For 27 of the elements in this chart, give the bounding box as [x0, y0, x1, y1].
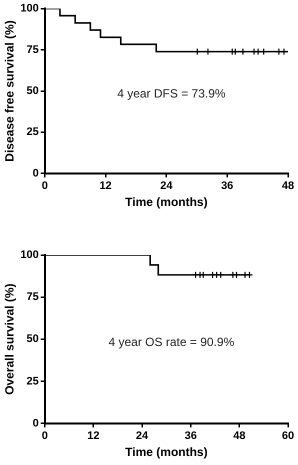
y-tick-label: 75	[26, 44, 39, 56]
y-tick-label: 0	[32, 417, 39, 430]
y-tick-label: 0	[32, 167, 39, 180]
annotation: 4 year DFS = 73.9%	[117, 86, 226, 101]
x-tick-label: 0	[42, 180, 48, 192]
y-axis-title: Disease free survival (%)	[2, 20, 17, 162]
y-tick-label: 75	[26, 291, 39, 304]
y-tick-label: 50	[26, 85, 39, 98]
y-axis-title: Overall survival (%)	[2, 284, 17, 395]
x-tick-label: 36	[221, 180, 234, 192]
x-tick-label: 12	[99, 180, 112, 192]
y-tick-label: 100	[20, 2, 39, 15]
x-tick-label: 12	[87, 430, 100, 442]
annotation: 4 year OS rate = 90.9%	[108, 334, 235, 349]
y-tick-label: 25	[26, 375, 39, 388]
x-tick-label: 24	[136, 430, 150, 442]
y-tick-label: 50	[26, 333, 39, 346]
y-tick-label: 100	[20, 249, 39, 262]
x-tick-label: 60	[282, 430, 294, 442]
x-tick-label: 36	[184, 430, 197, 442]
x-tick-label: 0	[42, 430, 48, 442]
x-axis-title: Time (months)	[125, 195, 208, 210]
x-tick-label: 48	[233, 430, 246, 442]
x-tick-label: 24	[160, 180, 174, 192]
x-tick-label: 48	[282, 180, 294, 192]
x-axis-title: Time (months)	[125, 445, 208, 460]
y-tick-label: 25	[26, 126, 39, 138]
